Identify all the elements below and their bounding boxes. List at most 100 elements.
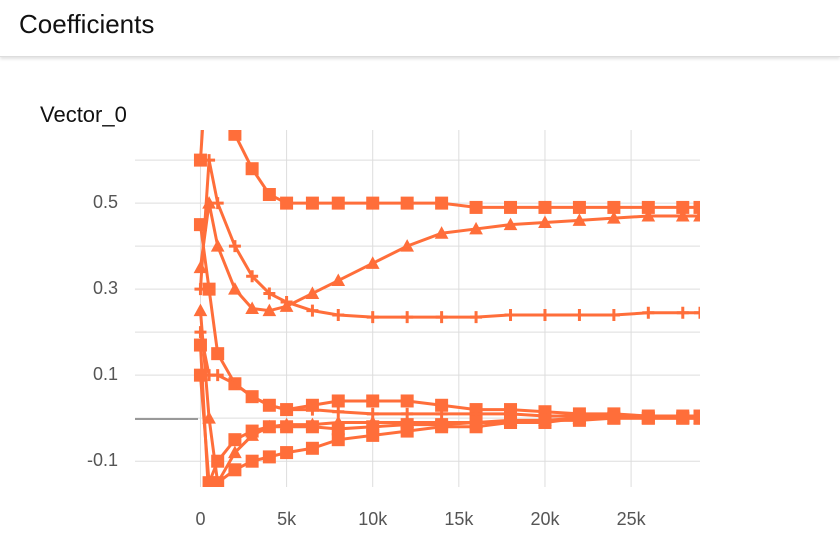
point-marker	[366, 311, 379, 324]
x-tick-label: 25k	[617, 509, 647, 529]
point-marker	[469, 415, 483, 429]
point-marker	[332, 308, 345, 321]
chart-title: Vector_0	[40, 102, 127, 127]
point-marker	[202, 476, 216, 487]
point-marker	[538, 413, 552, 427]
point-marker	[228, 130, 242, 141]
point-marker	[210, 239, 225, 252]
point-marker	[305, 196, 319, 210]
point-marker	[211, 347, 225, 361]
header: Coefficients	[0, 0, 840, 57]
point-marker	[366, 196, 380, 210]
point-marker	[202, 282, 216, 296]
point-marker	[306, 403, 319, 416]
point-marker	[203, 154, 216, 167]
point-marker	[262, 420, 276, 434]
point-marker	[538, 308, 551, 321]
point-marker	[435, 196, 449, 210]
series-line	[198, 130, 700, 209]
point-marker	[470, 311, 483, 324]
point-marker	[202, 411, 216, 424]
point-marker	[245, 301, 259, 314]
point-marker	[538, 215, 552, 228]
point-marker	[228, 463, 242, 477]
point-marker	[469, 221, 483, 235]
point-marker	[212, 68, 224, 80]
point-marker	[676, 306, 689, 319]
series-line	[198, 159, 700, 319]
point-marker	[607, 411, 621, 425]
point-marker	[366, 394, 380, 408]
x-tick-label: 15k	[444, 509, 474, 529]
header-title: Coefficients	[19, 9, 155, 39]
point-marker	[280, 196, 294, 210]
x-tick-label: 20k	[530, 509, 560, 529]
x-tick-label: 10k	[358, 509, 388, 529]
point-marker	[331, 273, 346, 287]
point-marker	[693, 200, 700, 214]
point-marker	[228, 282, 242, 295]
point-marker	[194, 326, 207, 339]
point-marker	[228, 240, 241, 253]
point-marker	[435, 311, 448, 324]
series-line	[198, 202, 700, 313]
point-marker	[331, 394, 345, 408]
point-marker	[245, 162, 259, 176]
point-marker	[435, 407, 448, 420]
point-marker	[193, 303, 208, 317]
point-marker	[504, 415, 518, 429]
point-marker	[228, 433, 242, 447]
point-marker	[280, 403, 293, 416]
point-marker	[573, 308, 586, 321]
point-marker	[305, 441, 319, 455]
point-marker	[676, 411, 690, 425]
point-marker	[263, 399, 276, 412]
point-marker	[642, 306, 655, 319]
x-tick-label: 5k	[277, 509, 297, 529]
point-marker	[305, 286, 320, 299]
point-marker	[693, 208, 700, 222]
point-marker	[262, 450, 276, 464]
point-marker	[400, 239, 415, 252]
point-marker	[331, 196, 345, 210]
point-marker	[693, 411, 700, 425]
point-marker	[366, 420, 380, 434]
point-marker	[538, 200, 552, 214]
point-marker	[572, 213, 587, 226]
point-marker	[675, 208, 690, 222]
point-marker	[246, 270, 259, 283]
point-marker	[262, 188, 276, 202]
point-marker	[401, 311, 414, 324]
point-marker	[401, 407, 414, 420]
point-marker	[211, 197, 224, 210]
point-marker	[228, 377, 241, 390]
x-tick-label: 0	[195, 509, 205, 529]
point-marker	[280, 420, 294, 434]
point-marker	[572, 413, 586, 427]
series-line	[198, 224, 700, 418]
point-marker	[211, 454, 225, 468]
point-marker	[228, 445, 242, 459]
point-marker	[400, 196, 414, 210]
point-marker	[435, 418, 449, 432]
y-tick-label: 0.3	[93, 278, 118, 298]
point-marker	[280, 296, 293, 309]
y-tick-label: 0.5	[93, 192, 118, 212]
point-marker	[305, 420, 319, 434]
y-tick-label: -0.1	[87, 450, 118, 470]
point-marker	[400, 394, 414, 408]
point-marker	[245, 424, 259, 438]
point-marker	[607, 211, 621, 224]
point-marker	[331, 433, 345, 447]
y-tick-label: 0.1	[93, 364, 118, 384]
point-marker	[641, 411, 655, 425]
point-marker	[262, 303, 277, 317]
point-marker	[400, 418, 414, 432]
point-marker	[331, 422, 345, 436]
point-marker	[263, 287, 276, 300]
point-marker	[607, 308, 620, 321]
point-marker	[694, 306, 700, 319]
point-marker	[306, 304, 319, 317]
point-marker	[280, 446, 294, 460]
